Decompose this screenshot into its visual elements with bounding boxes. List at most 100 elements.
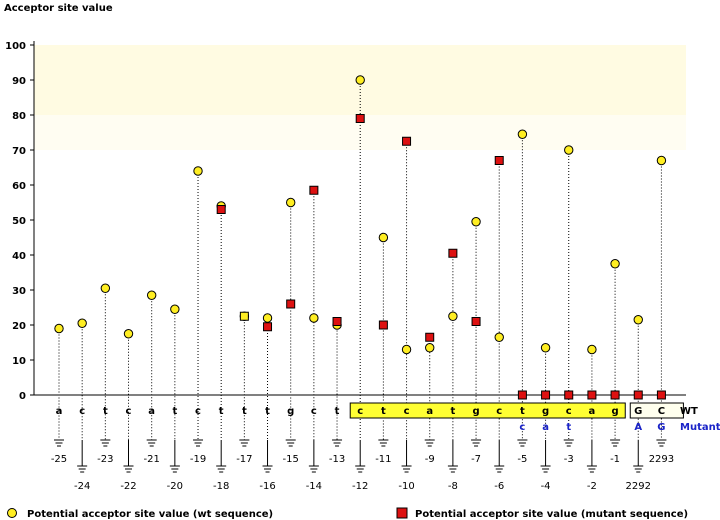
wt-marker bbox=[633, 315, 643, 325]
wt-marker bbox=[471, 217, 481, 227]
wt-marker bbox=[448, 311, 458, 321]
wt-marker bbox=[355, 75, 365, 85]
wt-base: a bbox=[589, 406, 596, 417]
wt-marker bbox=[54, 323, 64, 334]
wt-base: t bbox=[103, 406, 108, 417]
wt-base: c bbox=[311, 406, 317, 417]
wt-marker bbox=[286, 197, 296, 208]
intron-highlight-box bbox=[349, 402, 626, 419]
position-label: -12 bbox=[352, 481, 368, 492]
position-label: -13 bbox=[329, 454, 345, 465]
wt-base: c bbox=[566, 406, 572, 417]
mutant-marker bbox=[494, 156, 504, 165]
wt-base: g bbox=[472, 406, 479, 417]
wt-marker bbox=[517, 129, 528, 139]
mutant-marker bbox=[541, 390, 551, 400]
mutant-base: a bbox=[542, 422, 549, 433]
position-label: -11 bbox=[375, 454, 391, 465]
y-axis: 0 10 20 30 40 50 60 70 80 90 100 bbox=[5, 41, 686, 402]
wt-base: t bbox=[242, 406, 247, 417]
wt-marker bbox=[494, 332, 504, 342]
y-tick-label: 60 bbox=[12, 181, 26, 192]
mutant-marker bbox=[378, 320, 388, 330]
mutant-base: t bbox=[566, 422, 571, 433]
wt-marker bbox=[77, 318, 87, 328]
position-label: -17 bbox=[236, 454, 252, 465]
y-tick-label: 20 bbox=[12, 321, 26, 332]
wt-base: c bbox=[195, 406, 201, 417]
position-label: -10 bbox=[398, 481, 414, 492]
mutant-marker bbox=[263, 322, 273, 332]
position-label: -1 bbox=[610, 454, 620, 465]
wt-base: c bbox=[404, 406, 410, 417]
wt-marker bbox=[378, 232, 389, 243]
wt-base: c bbox=[357, 406, 363, 417]
highlight-bands bbox=[34, 45, 686, 150]
wt-base: t bbox=[335, 406, 340, 417]
y-tick-label: 0 bbox=[19, 391, 26, 402]
position-label: -23 bbox=[97, 454, 113, 465]
mutant-marker bbox=[355, 114, 365, 123]
wt-base: t bbox=[172, 406, 177, 417]
wt-marker bbox=[193, 166, 203, 176]
wt-base: g bbox=[542, 406, 549, 417]
wt-marker bbox=[123, 329, 134, 339]
position-label: -25 bbox=[51, 454, 67, 465]
position-label: -14 bbox=[306, 481, 322, 492]
wt-base: a bbox=[148, 406, 155, 417]
y-tick-label: 70 bbox=[12, 146, 26, 157]
wt-base: t bbox=[520, 406, 525, 417]
wt-base: c bbox=[496, 406, 502, 417]
position-label: -5 bbox=[517, 454, 527, 465]
position-label: 2293 bbox=[649, 454, 674, 465]
exon-box bbox=[629, 402, 684, 419]
wt-marker bbox=[564, 145, 574, 155]
y-tick-label: 90 bbox=[12, 76, 26, 87]
mutant-marker bbox=[332, 317, 342, 326]
legend-wt-label: Potential acceptor site value (wt sequen… bbox=[27, 509, 273, 520]
wt-base: g bbox=[611, 406, 618, 417]
position-grounds: -25 -24 -23 -22 -21 -20 -19 -18 -17 -16 -15 -14 -13 -… bbox=[51, 439, 674, 492]
position-label: -3 bbox=[564, 454, 574, 465]
mutant-row-label: Mutant bbox=[680, 422, 720, 433]
mutant-marker bbox=[633, 390, 643, 400]
legend-wt-marker bbox=[7, 508, 17, 518]
wt-marker bbox=[656, 155, 667, 166]
wt-marker bbox=[100, 283, 111, 293]
wt-base: t bbox=[381, 406, 386, 417]
wt-base: c bbox=[126, 406, 132, 417]
sequence-boxes bbox=[349, 402, 684, 419]
mutant-marker bbox=[425, 332, 435, 342]
mutant-base: c bbox=[519, 422, 525, 433]
position-label: -18 bbox=[213, 481, 229, 492]
mutant-marker bbox=[656, 390, 666, 400]
mutant-base: G bbox=[657, 422, 665, 433]
chart-title: Acceptor site value bbox=[4, 3, 113, 14]
legend: Potential acceptor site value (wt sequen… bbox=[7, 507, 688, 520]
mutant-marker bbox=[309, 185, 319, 195]
wt-marker bbox=[146, 290, 157, 300]
mutant-marker bbox=[610, 390, 620, 400]
wt-base: t bbox=[265, 406, 270, 417]
y-tick-label: 100 bbox=[5, 41, 26, 52]
data-stems bbox=[58, 80, 662, 440]
position-label: -19 bbox=[190, 454, 206, 465]
wt-marker bbox=[309, 313, 319, 323]
y-tick-label: 30 bbox=[12, 286, 26, 297]
position-label: -9 bbox=[425, 454, 435, 465]
wt-marker bbox=[540, 343, 551, 353]
data-markers bbox=[54, 75, 667, 400]
wt-base: t bbox=[219, 406, 224, 417]
wt-marker bbox=[587, 344, 597, 355]
wt-base: a bbox=[56, 406, 63, 417]
position-label: -2 bbox=[587, 481, 597, 492]
wt-marker bbox=[425, 343, 435, 353]
y-tick-label: 40 bbox=[12, 251, 26, 262]
legend-mutant-label: Potential acceptor site value (mutant se… bbox=[415, 509, 688, 520]
mutant-marker bbox=[286, 299, 296, 309]
wt-row-label: WT bbox=[680, 406, 698, 417]
y-tick-label: 10 bbox=[12, 356, 26, 367]
wt-base: G bbox=[634, 406, 642, 417]
position-label: -4 bbox=[541, 481, 551, 492]
